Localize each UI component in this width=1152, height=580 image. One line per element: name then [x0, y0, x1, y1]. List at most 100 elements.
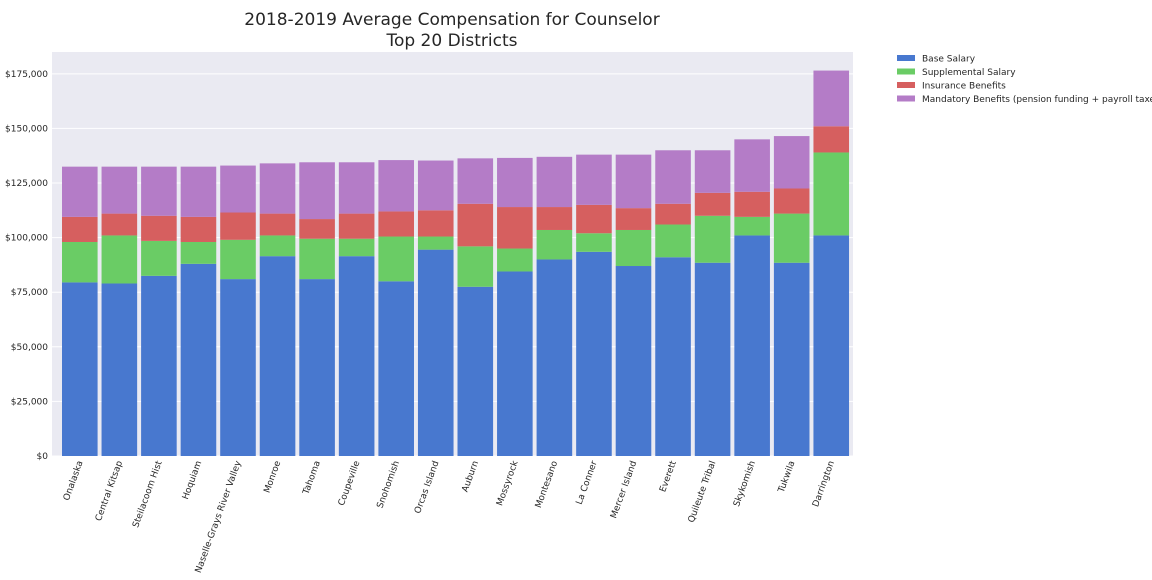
legend-swatch [897, 68, 915, 75]
bar-segment-supplemental [497, 248, 533, 272]
y-tick-label: $175,000 [5, 70, 48, 80]
bar-segment-mandatory [773, 136, 810, 189]
bar-segment-insurance [655, 203, 691, 225]
y-tick-label: $50,000 [11, 343, 48, 353]
x-tick-label: Everett [658, 459, 679, 494]
x-tick-label: Quileute Tribal [687, 460, 719, 525]
bar-segment-supplemental [299, 238, 335, 280]
bar-segment-base [220, 279, 256, 456]
x-tick-label: Snohomish [376, 460, 402, 510]
x-tick-label: Montesano [534, 459, 560, 509]
legend-swatch [897, 82, 915, 88]
x-tick-label: Tahoma [301, 460, 323, 497]
bar-segment-insurance [734, 191, 770, 217]
bar-segment-insurance [457, 203, 494, 247]
bar-segment-insurance [220, 212, 256, 240]
bar-segment-insurance [101, 213, 138, 236]
bar-segment-mandatory [655, 150, 691, 204]
bar-segment-insurance [338, 213, 375, 239]
bars [62, 70, 850, 456]
bar-segment-base [141, 275, 177, 456]
bar-segment-base [180, 263, 217, 456]
bar-segment-supplemental [417, 236, 454, 250]
x-tick-label: Tukwila [777, 460, 798, 495]
x-tick-label: Naselle-Grays River Valley [194, 459, 244, 575]
y-tick-label: $125,000 [5, 179, 48, 189]
x-tick-label: Mossyrock [495, 459, 521, 507]
bar-segment-base [536, 259, 573, 456]
bar-segment-base [457, 286, 494, 456]
y-tick-label: $25,000 [11, 397, 48, 407]
y-tick-label: $100,000 [5, 234, 48, 244]
bar-segment-supplemental [773, 213, 810, 263]
bar-segment-supplemental [62, 241, 98, 283]
chart-subtitle: Top 20 Districts [385, 31, 517, 51]
bar-segment-supplemental [180, 241, 217, 264]
bar-segment-base [773, 262, 810, 456]
bar-segment-insurance [773, 188, 810, 214]
x-tick-label: La Conner [575, 459, 600, 506]
bar-segment-insurance [259, 213, 296, 236]
bar-segment-base [813, 235, 850, 456]
bar-segment-base [259, 256, 296, 456]
y-tick-label: $0 [37, 452, 49, 462]
bar-segment-base [694, 262, 731, 456]
x-tick-label: Skykomish [732, 460, 758, 509]
bar-segment-mandatory [417, 160, 454, 211]
bar-segment-mandatory [259, 163, 296, 214]
chart-title: 2018-2019 Average Compensation for Couns… [244, 10, 659, 30]
x-tick-label: Orcas Island [413, 460, 441, 515]
x-tick-label: Darrington [811, 460, 837, 509]
y-tick-label: $150,000 [5, 124, 48, 134]
x-tick-label: Monroe [263, 459, 284, 494]
bar-segment-mandatory [101, 166, 138, 214]
x-tick-label: Hoquiam [181, 460, 204, 501]
legend-label: Mandatory Benefits (pension funding + pa… [922, 95, 1152, 105]
x-tick-label: Auburn [461, 460, 482, 494]
bar-segment-base [299, 279, 335, 456]
legend: Base Salary Supplemental Salary Insurance … [897, 55, 1152, 105]
bar-segment-mandatory [497, 157, 533, 208]
bar-segment-insurance [417, 210, 454, 237]
bar-segment-supplemental [457, 246, 494, 287]
bar-segment-base [338, 256, 375, 456]
bar-segment-base [655, 257, 691, 456]
bar-segment-supplemental [655, 224, 691, 258]
bar-segment-base [378, 281, 414, 456]
bar-segment-mandatory [457, 158, 494, 204]
bar-segment-base [497, 271, 533, 456]
bar-segment-supplemental [576, 233, 612, 252]
y-axis-ticks: $0 $25,000 $50,000 $75,000 $100,000 $125,000 $… [5, 70, 48, 462]
legend-label: Insurance Benefits [922, 82, 1006, 92]
bar-segment-base [101, 283, 138, 456]
bar-segment-mandatory [180, 166, 217, 217]
bar-segment-supplemental [259, 235, 296, 257]
x-tick-label: Onalaska [62, 460, 86, 502]
bar-segment-insurance [141, 215, 177, 241]
bar-segment-insurance [497, 207, 533, 249]
bar-segment-mandatory [378, 160, 414, 212]
x-tick-label: Central Kitsap [94, 459, 125, 522]
bar-segment-mandatory [141, 166, 177, 216]
bar-segment-insurance [615, 208, 652, 230]
legend-swatch [897, 55, 915, 61]
bar-segment-insurance [694, 192, 731, 216]
x-tick-label: Coupeville [337, 459, 363, 507]
bar-segment-base [62, 282, 98, 456]
bar-segment-mandatory [299, 162, 335, 220]
legend-swatch [897, 95, 915, 102]
bar-segment-supplemental [615, 229, 652, 267]
bar-segment-supplemental [694, 215, 731, 263]
bar-segment-insurance [299, 219, 335, 239]
bar-segment-insurance [576, 204, 612, 234]
bar-segment-mandatory [338, 162, 375, 214]
bar-segment-mandatory [62, 166, 98, 217]
bar-segment-supplemental [378, 236, 414, 282]
bar-segment-supplemental [536, 229, 573, 260]
bar-segment-mandatory [694, 150, 731, 193]
bar-segment-insurance [62, 216, 98, 242]
x-axis-ticks: Onalaska Central Kitsap Steilacoom Hist Hoq… [62, 459, 837, 575]
x-tick-label: Steilacoom Hist [131, 459, 165, 529]
bar-segment-insurance [536, 207, 573, 230]
